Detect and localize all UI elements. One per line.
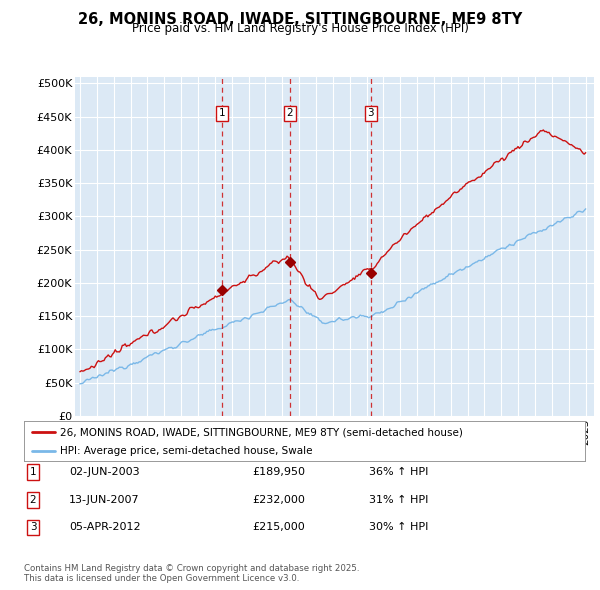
Text: £215,000: £215,000: [252, 523, 305, 532]
Text: 2: 2: [29, 495, 37, 504]
Text: 02-JUN-2003: 02-JUN-2003: [69, 467, 140, 477]
Text: 05-APR-2012: 05-APR-2012: [69, 523, 140, 532]
Text: 2: 2: [287, 109, 293, 118]
Text: 13-JUN-2007: 13-JUN-2007: [69, 495, 140, 504]
Text: 1: 1: [218, 109, 225, 118]
Text: 1: 1: [29, 467, 37, 477]
Text: 26, MONINS ROAD, IWADE, SITTINGBOURNE, ME9 8TY (semi-detached house): 26, MONINS ROAD, IWADE, SITTINGBOURNE, M…: [61, 427, 463, 437]
Text: HPI: Average price, semi-detached house, Swale: HPI: Average price, semi-detached house,…: [61, 445, 313, 455]
Text: Contains HM Land Registry data © Crown copyright and database right 2025.
This d: Contains HM Land Registry data © Crown c…: [24, 563, 359, 583]
Text: 31% ↑ HPI: 31% ↑ HPI: [369, 495, 428, 504]
Text: 36% ↑ HPI: 36% ↑ HPI: [369, 467, 428, 477]
Text: 26, MONINS ROAD, IWADE, SITTINGBOURNE, ME9 8TY: 26, MONINS ROAD, IWADE, SITTINGBOURNE, M…: [78, 12, 522, 27]
Text: 3: 3: [29, 523, 37, 532]
Text: 3: 3: [367, 109, 374, 118]
Text: £189,950: £189,950: [252, 467, 305, 477]
Text: Price paid vs. HM Land Registry's House Price Index (HPI): Price paid vs. HM Land Registry's House …: [131, 22, 469, 35]
Text: £232,000: £232,000: [252, 495, 305, 504]
Text: 30% ↑ HPI: 30% ↑ HPI: [369, 523, 428, 532]
